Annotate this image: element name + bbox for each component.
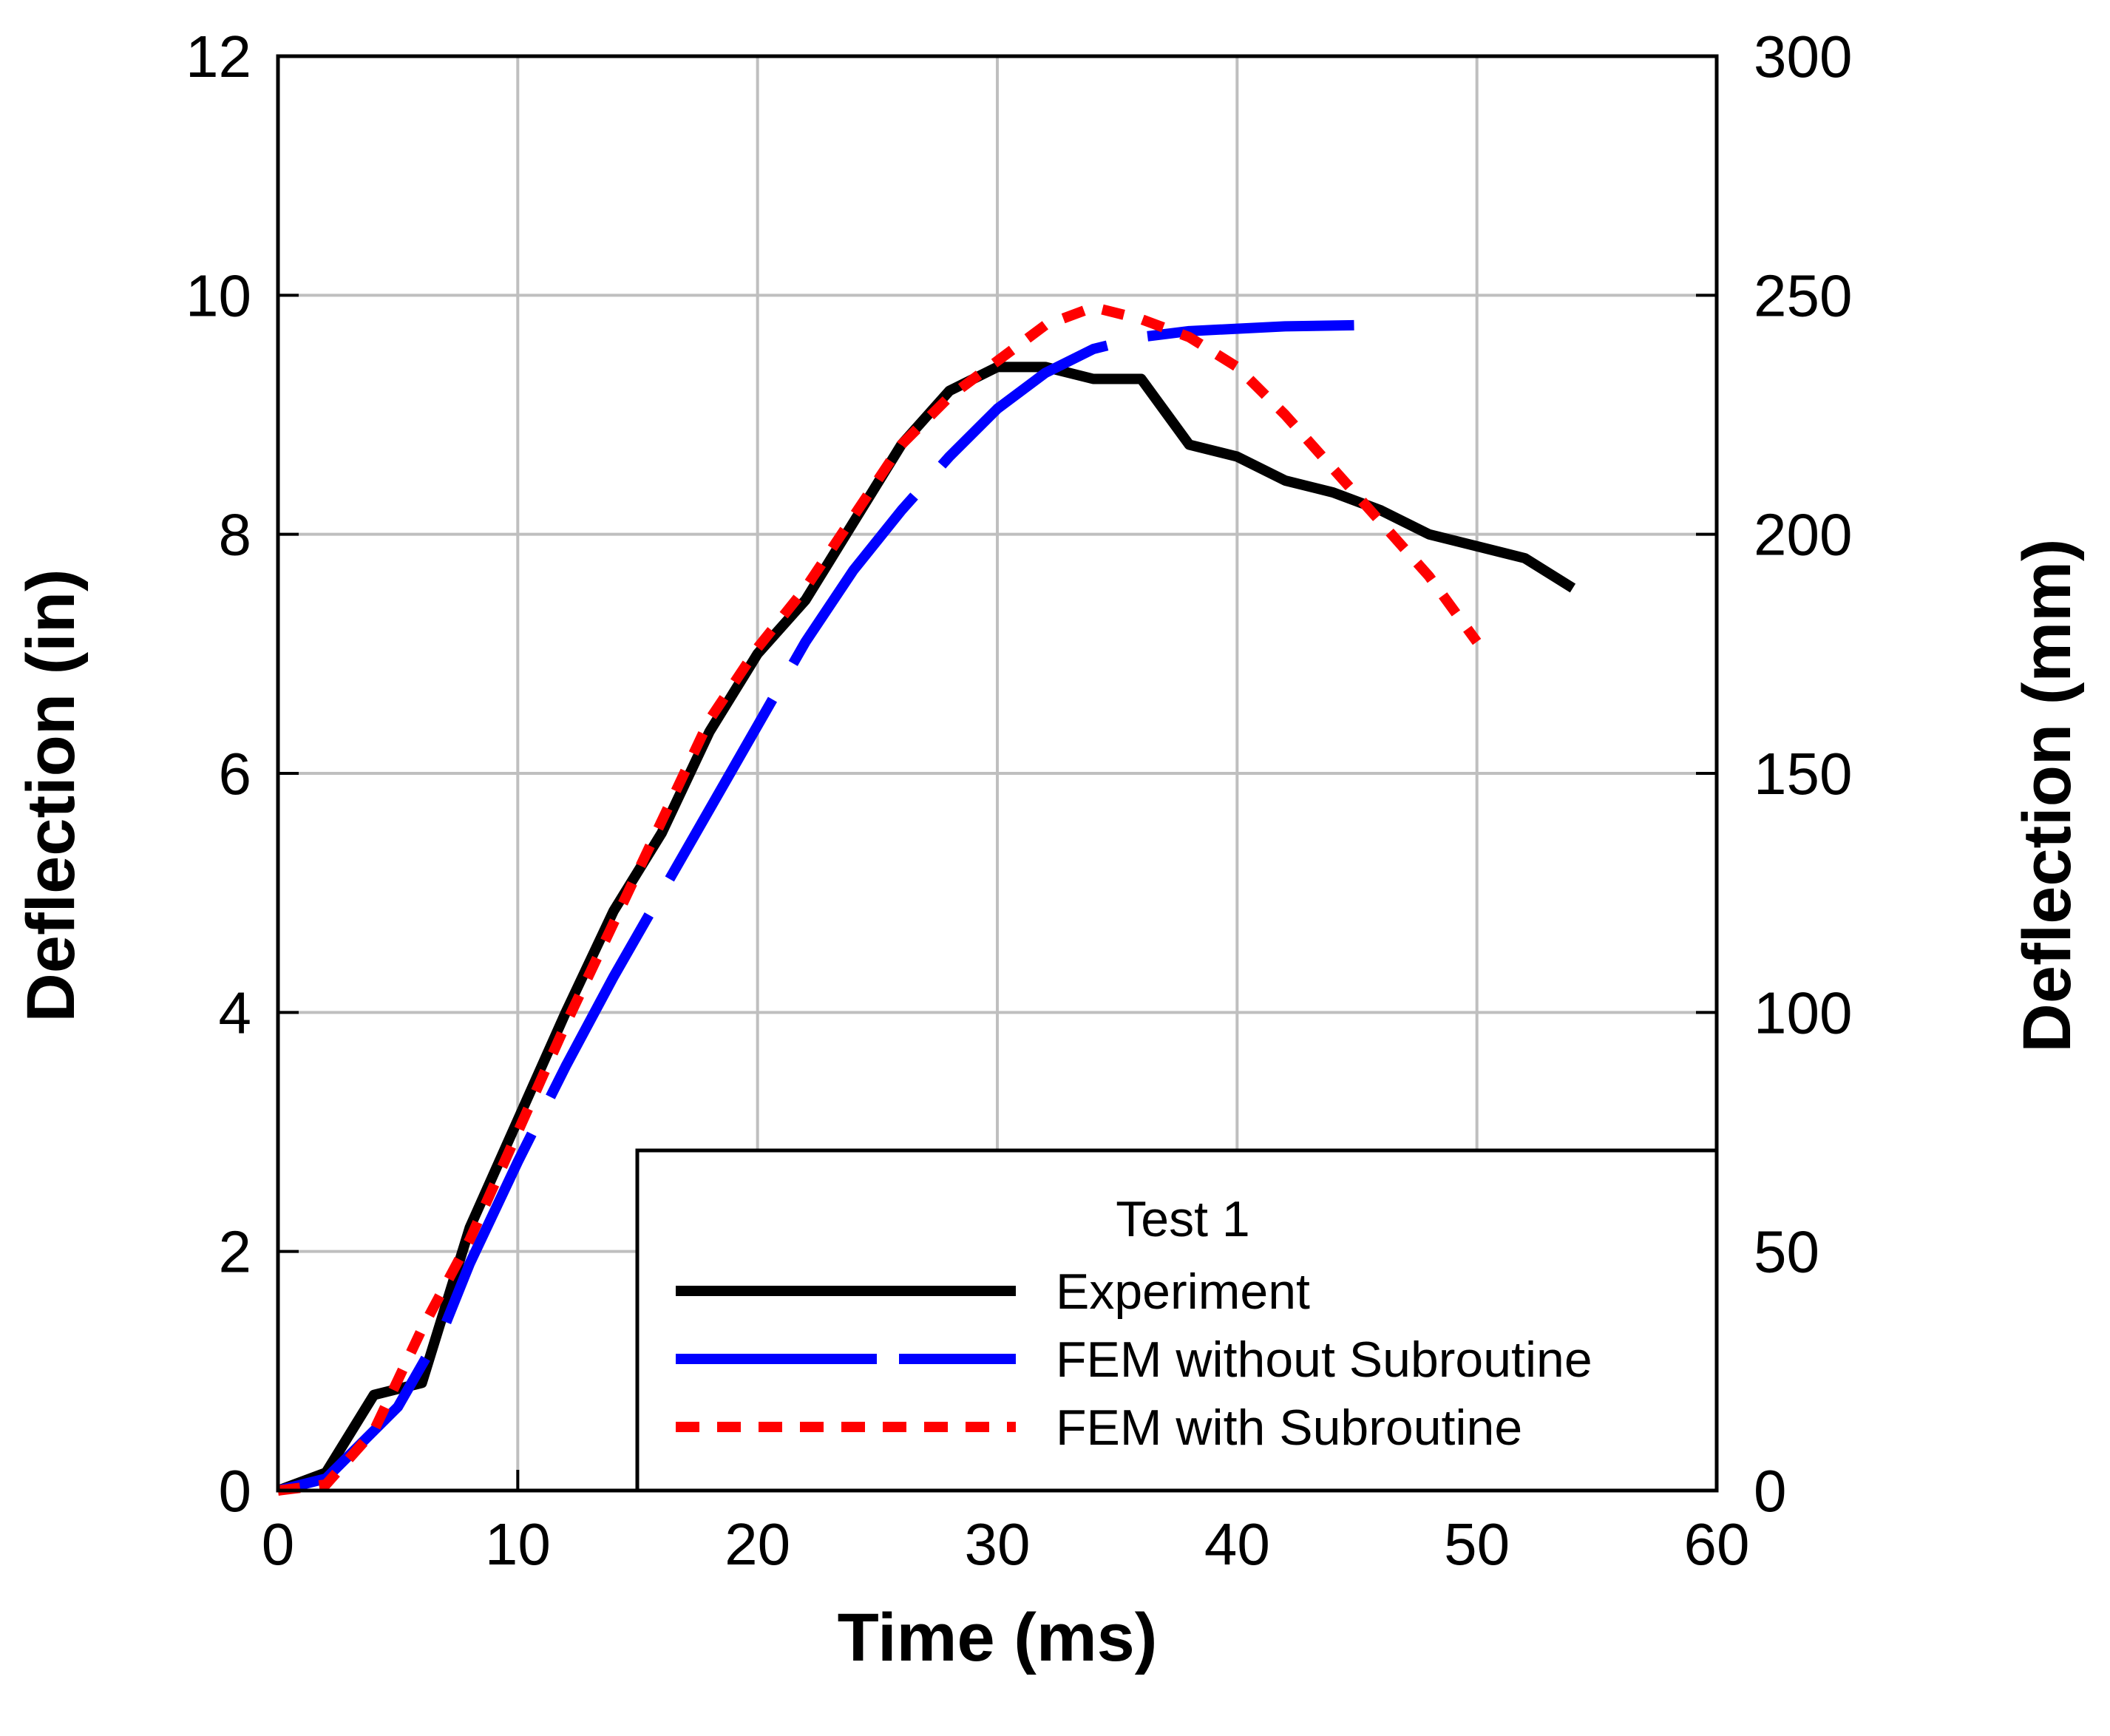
y-right-tick-label: 300 <box>1754 24 1852 89</box>
x-tick-label: 20 <box>725 1511 790 1577</box>
legend-entry-label: Experiment <box>1056 1264 1310 1320</box>
legend-entry-label: FEM with Subroutine <box>1056 1400 1522 1456</box>
y-axis-label-right: Deflection (mm) <box>2009 538 2085 1052</box>
x-tick-label: 0 <box>262 1511 295 1577</box>
series-layer <box>276 302 1576 1496</box>
x-tick-label: 30 <box>965 1511 1031 1577</box>
legend-title: Test 1 <box>1116 1191 1249 1247</box>
y-right-tick-label: 200 <box>1754 502 1852 568</box>
series-line-fem-without-subroutine <box>277 319 1357 1496</box>
legend-box <box>635 1148 1719 1493</box>
y-right-tick-label: 0 <box>1754 1458 1787 1524</box>
y-tick-label: 2 <box>219 1219 252 1285</box>
x-tick-label: 50 <box>1444 1511 1510 1577</box>
y-right-tick-label: 250 <box>1754 262 1852 328</box>
legend-entry-label: FEM without Subroutine <box>1056 1332 1592 1388</box>
y-right-tick-label: 100 <box>1754 980 1852 1045</box>
x-tick-label: 10 <box>485 1511 551 1577</box>
series-line-experiment <box>276 362 1576 1496</box>
y-tick-label: 6 <box>219 741 252 807</box>
y-tick-label: 0 <box>219 1458 252 1524</box>
x-tick-label: 40 <box>1204 1511 1270 1577</box>
y-right-tick-label: 150 <box>1754 741 1852 807</box>
y-right-tick-label: 50 <box>1754 1219 1819 1285</box>
y-tick-label: 8 <box>219 502 252 568</box>
y-tick-label: 12 <box>186 24 251 89</box>
legend: Test 1 Experiment FEM without Subroutine F… <box>635 1148 1719 1493</box>
x-axis-label: Time (ms) <box>838 1600 1158 1675</box>
y-tick-label: 10 <box>186 262 251 328</box>
legend-entries: Experiment FEM without Subroutine FEM with… <box>676 1264 1592 1456</box>
x-tick-label: 60 <box>1684 1511 1750 1577</box>
y-tick-label: 4 <box>219 980 252 1045</box>
y-axis-label: Deflection (in) <box>13 569 89 1022</box>
